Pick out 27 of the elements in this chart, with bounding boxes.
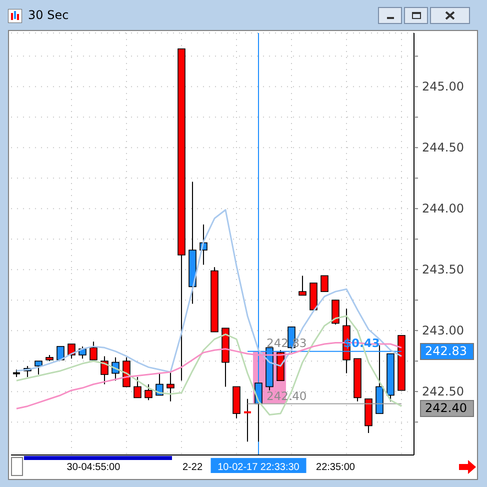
y-tick-label: 244.50 (422, 140, 464, 155)
candlestick (100, 356, 108, 385)
candlestick (320, 275, 328, 292)
y-tick-label: 244.00 (422, 202, 464, 216)
candlestick (90, 341, 98, 360)
line-series (16, 315, 402, 416)
x-tick-label: 10-02-17 22:33:30 (218, 462, 300, 473)
ref-line-label: 242.83 (420, 343, 474, 360)
candlestick (298, 275, 306, 296)
y-tick-label: 245.00 (422, 80, 464, 94)
candlestick (244, 398, 251, 442)
y-tick-label: 243.00 (422, 324, 464, 338)
y-tick-label: 242.50 (422, 384, 464, 399)
candlestick (332, 300, 340, 325)
x-tick-label: 30-04:55:00 (66, 462, 121, 473)
y-tick-label: 243.50 (422, 262, 464, 277)
candlestick (166, 372, 174, 402)
ref-line-label: 242.40 (420, 400, 474, 417)
candlestick (144, 384, 152, 401)
annotation: $0.43 (344, 336, 380, 350)
candlestick (134, 376, 142, 398)
line-series (16, 209, 402, 373)
candlestick (34, 360, 42, 376)
chart-title: 30 Sec (28, 8, 69, 22)
x-tick-label: 22:35:00 (316, 462, 356, 473)
x-tick-label: 2-22 (182, 462, 203, 473)
candlestick (56, 346, 64, 360)
